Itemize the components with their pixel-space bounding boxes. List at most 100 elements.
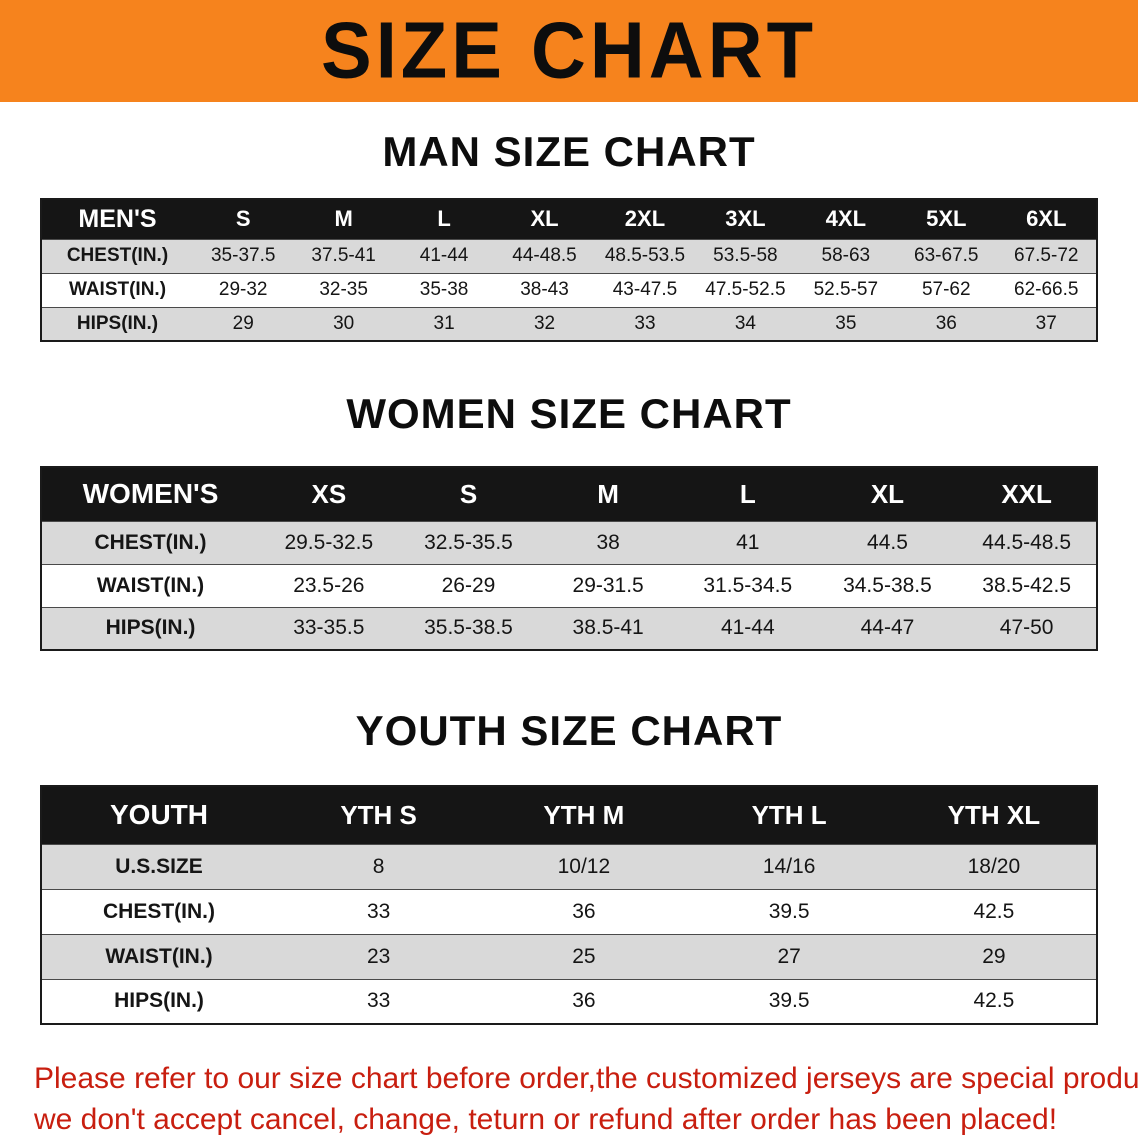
table-cell: 10/12 bbox=[481, 844, 686, 889]
table-cell: 29 bbox=[193, 307, 293, 341]
table-cell: 44-47 bbox=[818, 607, 958, 650]
table-cell: 62-66.5 bbox=[997, 273, 1098, 307]
row-label: WAIST(IN.) bbox=[41, 564, 259, 607]
table-cell: 42.5 bbox=[892, 889, 1097, 934]
table-cell: 33 bbox=[595, 307, 695, 341]
row-label: U.S.SIZE bbox=[41, 844, 276, 889]
table-cell: 23 bbox=[276, 934, 481, 979]
table-cell: 41-44 bbox=[678, 607, 818, 650]
table-cell: 35 bbox=[796, 307, 896, 341]
table-cell: 31.5-34.5 bbox=[678, 564, 818, 607]
footer-line-2: we don't accept cancel, change, teturn o… bbox=[34, 1100, 1108, 1140]
column-header: S bbox=[193, 199, 293, 239]
table-cell: 39.5 bbox=[687, 889, 892, 934]
table-cell: 57-62 bbox=[896, 273, 996, 307]
column-header: L bbox=[678, 467, 818, 521]
table-cell: 27 bbox=[687, 934, 892, 979]
column-header: M bbox=[538, 467, 678, 521]
row-label: CHEST(IN.) bbox=[41, 521, 259, 564]
table-cell: 36 bbox=[481, 889, 686, 934]
table-cell: 41-44 bbox=[394, 239, 494, 273]
table-cell: 38 bbox=[538, 521, 678, 564]
page-title: SIZE CHART bbox=[321, 11, 817, 91]
column-header: XL bbox=[818, 467, 958, 521]
table-title-cell: WOMEN'S bbox=[41, 467, 259, 521]
column-header: M bbox=[293, 199, 393, 239]
table-title-cell: YOUTH bbox=[41, 786, 276, 844]
table-cell: 43-47.5 bbox=[595, 273, 695, 307]
table-cell: 34 bbox=[695, 307, 795, 341]
table-cell: 38.5-42.5 bbox=[957, 564, 1097, 607]
column-header: 4XL bbox=[796, 199, 896, 239]
table-cell: 52.5-57 bbox=[796, 273, 896, 307]
table-cell: 34.5-38.5 bbox=[818, 564, 958, 607]
table-cell: 38-43 bbox=[494, 273, 594, 307]
column-header: L bbox=[394, 199, 494, 239]
table-cell: 18/20 bbox=[892, 844, 1097, 889]
table-cell: 31 bbox=[394, 307, 494, 341]
table-cell: 36 bbox=[896, 307, 996, 341]
table-title-cell: MEN'S bbox=[41, 199, 193, 239]
column-header: 6XL bbox=[997, 199, 1098, 239]
column-header: 2XL bbox=[595, 199, 695, 239]
table-cell: 37.5-41 bbox=[293, 239, 393, 273]
women-section-heading: WOMEN SIZE CHART bbox=[0, 390, 1138, 438]
row-label: HIPS(IN.) bbox=[41, 607, 259, 650]
column-header: YTH L bbox=[687, 786, 892, 844]
table-cell: 63-67.5 bbox=[896, 239, 996, 273]
table-cell: 44-48.5 bbox=[494, 239, 594, 273]
column-header: S bbox=[399, 467, 539, 521]
table-cell: 44.5 bbox=[818, 521, 958, 564]
table-cell: 26-29 bbox=[399, 564, 539, 607]
table-cell: 35.5-38.5 bbox=[399, 607, 539, 650]
table-cell: 29.5-32.5 bbox=[259, 521, 399, 564]
youth-section-heading: YOUTH SIZE CHART bbox=[0, 707, 1138, 755]
table-cell: 29 bbox=[892, 934, 1097, 979]
row-label: WAIST(IN.) bbox=[41, 273, 193, 307]
column-header: 5XL bbox=[896, 199, 996, 239]
column-header: XL bbox=[494, 199, 594, 239]
table-cell: 35-38 bbox=[394, 273, 494, 307]
column-header: XS bbox=[259, 467, 399, 521]
column-header: YTH S bbox=[276, 786, 481, 844]
column-header: 3XL bbox=[695, 199, 795, 239]
table-cell: 25 bbox=[481, 934, 686, 979]
table-cell: 35-37.5 bbox=[193, 239, 293, 273]
column-header: YTH XL bbox=[892, 786, 1097, 844]
table-cell: 32-35 bbox=[293, 273, 393, 307]
row-label: CHEST(IN.) bbox=[41, 239, 193, 273]
row-label: WAIST(IN.) bbox=[41, 934, 276, 979]
table-cell: 48.5-53.5 bbox=[595, 239, 695, 273]
table-cell: 33 bbox=[276, 979, 481, 1024]
men-section-heading: MAN SIZE CHART bbox=[0, 128, 1138, 176]
table-cell: 8 bbox=[276, 844, 481, 889]
table-cell: 58-63 bbox=[796, 239, 896, 273]
banner: SIZE CHART bbox=[0, 0, 1138, 102]
row-label: CHEST(IN.) bbox=[41, 889, 276, 934]
table-cell: 29-31.5 bbox=[538, 564, 678, 607]
column-header: XXL bbox=[957, 467, 1097, 521]
table-cell: 39.5 bbox=[687, 979, 892, 1024]
table-cell: 67.5-72 bbox=[997, 239, 1098, 273]
table-cell: 44.5-48.5 bbox=[957, 521, 1097, 564]
table-cell: 14/16 bbox=[687, 844, 892, 889]
table-cell: 23.5-26 bbox=[259, 564, 399, 607]
table-cell: 30 bbox=[293, 307, 393, 341]
column-header: YTH M bbox=[481, 786, 686, 844]
